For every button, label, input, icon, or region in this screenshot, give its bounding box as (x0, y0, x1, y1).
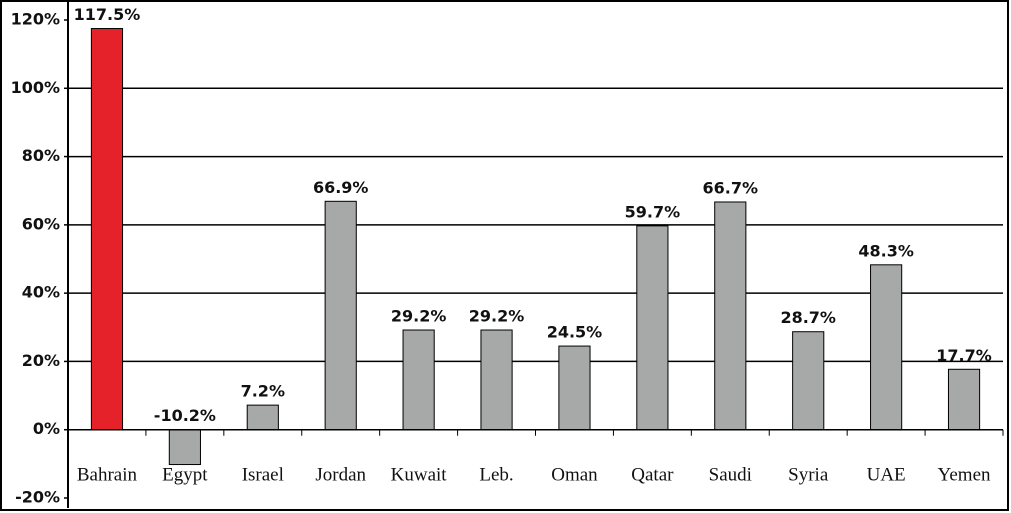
value-label: 66.9% (313, 178, 369, 197)
value-label: 17.7% (936, 346, 992, 365)
bar (558, 345, 591, 431)
bar (792, 331, 825, 431)
bar (714, 201, 747, 431)
bar (636, 225, 669, 431)
y-tick-label: 120% (11, 10, 60, 29)
x-tick-label: Syria (788, 464, 829, 485)
y-tick-label: 80% (22, 146, 60, 165)
value-label: 59.7% (625, 202, 681, 221)
value-label: 28.7% (780, 308, 836, 327)
x-tick-label: UAE (867, 464, 906, 485)
x-tick-label: Qatar (631, 464, 674, 485)
value-label: 29.2% (391, 307, 447, 326)
bar (324, 200, 357, 431)
x-tick-label: Egypt (162, 464, 208, 485)
bar (947, 368, 981, 431)
x-tick-label: Kuwait (391, 464, 448, 485)
value-label: 117.5% (74, 5, 141, 24)
x-tick-label: Yemen (938, 464, 991, 485)
y-tick-label: 20% (22, 351, 60, 370)
y-tick-label: 40% (22, 283, 60, 302)
bar (90, 28, 124, 431)
x-tick-label: Israel (242, 464, 284, 485)
x-tick-label: Oman (551, 464, 598, 485)
y-tick-label: 60% (22, 214, 60, 233)
bar (480, 329, 513, 431)
x-tick-label: Jordan (315, 464, 366, 485)
value-label: 48.3% (858, 241, 914, 260)
y-tick-label: 0% (33, 419, 60, 438)
bar (870, 264, 903, 431)
y-tick-label: 100% (11, 78, 60, 97)
value-label: 7.2% (241, 382, 285, 401)
x-tick-label: Leb. (479, 464, 513, 485)
value-label: -10.2% (154, 406, 216, 425)
value-label: 24.5% (547, 323, 603, 342)
bar (402, 329, 435, 431)
x-tick-label: Bahrain (77, 464, 138, 485)
value-label: 66.7% (703, 178, 759, 197)
value-label: 29.2% (469, 307, 525, 326)
bar (168, 429, 201, 466)
y-tick-label: -20% (15, 488, 60, 507)
bar (246, 404, 279, 431)
x-tick-label: Saudi (709, 464, 752, 485)
